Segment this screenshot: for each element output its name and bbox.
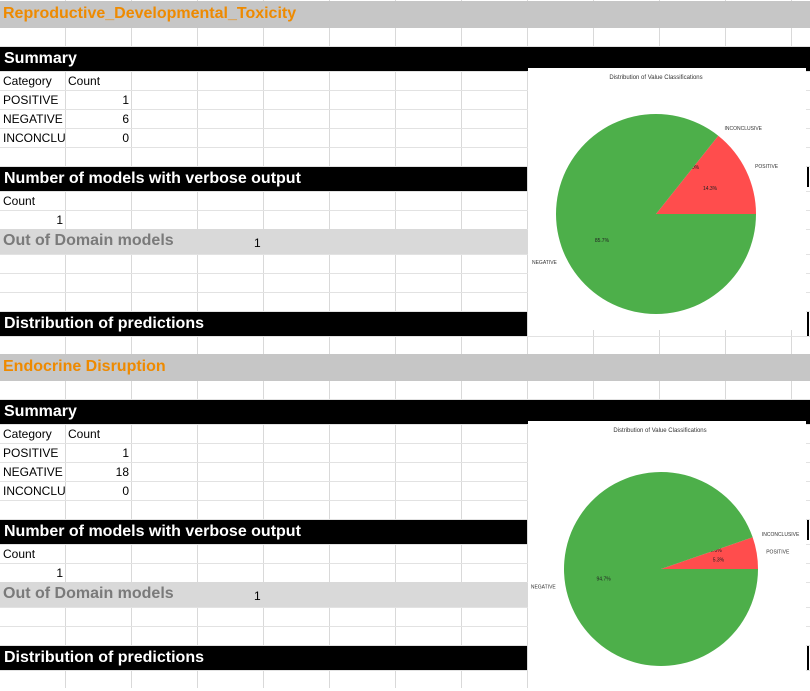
chart-edge-marker (807, 167, 809, 187)
table-row-count: 0 (122, 131, 129, 145)
table-header-count: Count (68, 427, 101, 441)
chart-edge-marker (807, 646, 809, 670)
ood-row (0, 229, 527, 254)
table-row-category: POSITIVE (3, 93, 59, 107)
slice-percent-inconclusive: 0.0% (688, 165, 700, 171)
chart-edge-marker (807, 520, 809, 540)
slice-label-negative: NEGATIVE (531, 585, 557, 591)
table-row-count: 1 (122, 93, 129, 107)
ood-value: 1 (254, 589, 261, 603)
header-bar-extension (527, 400, 810, 424)
distribution-heading: Distribution of predictions (0, 312, 527, 336)
slice-percent-positive: 5.3% (713, 557, 725, 563)
verbose-count-value: 1 (56, 566, 63, 580)
verbose-heading: Number of models with verbose output (0, 520, 527, 544)
distribution-heading: Distribution of predictions (0, 646, 527, 670)
slice-label-inconclusive: INCONCLUSIVE (762, 532, 800, 538)
pie-chart: Distribution of Value Classifications PO… (528, 68, 806, 330)
table-row-count: 18 (115, 465, 129, 479)
slice-label-negative: NEGATIVE (532, 260, 558, 266)
table-row-count: 0 (122, 484, 129, 498)
table-row-count: 1 (122, 446, 129, 460)
table-header-category: Category (3, 427, 52, 441)
table-row-category: POSITIVE (3, 446, 59, 460)
ood-label: Out of Domain models (3, 585, 174, 602)
pie-slice-negative (556, 114, 756, 314)
slice-percent-negative: 94.7% (597, 577, 612, 583)
ood-value: 1 (254, 236, 261, 250)
slice-label-inconclusive: INCONCLUSIVE (725, 126, 763, 132)
pie-chart: Distribution of Value Classifications PO… (528, 421, 806, 688)
section-title-row: Endocrine Disruption (0, 354, 810, 381)
table-row-category: INCONCLUSIVE (3, 484, 65, 498)
ood-row (0, 582, 527, 607)
pie-slice-positive (661, 537, 758, 569)
slice-percent-positive: 14.3% (703, 186, 718, 192)
pie-slice-negative (564, 472, 758, 667)
slice-label-positive: POSITIVE (766, 549, 790, 555)
table-row-category: NEGATIVE (3, 112, 63, 126)
table-row-category: INCONCLUSIVE (3, 131, 65, 145)
section-title: Reproductive_Developmental_Toxicity (3, 5, 297, 22)
ood-label: Out of Domain models (3, 232, 174, 249)
pie-slice-positive (656, 135, 756, 214)
table-header-category: Category (3, 74, 52, 88)
summary-heading: Summary (0, 47, 527, 71)
pie-chart-svg: Distribution of Value Classifications PO… (531, 428, 800, 667)
slice-label-positive: POSITIVE (755, 164, 779, 170)
slice-percent-negative: 85.7% (595, 238, 610, 244)
slice-percent-inconclusive: 0.0% (710, 548, 722, 554)
chart-title: Distribution of Value Classifications (613, 428, 706, 434)
verbose-count-label: Count (3, 194, 36, 208)
table-row-category: NEGATIVE (3, 465, 63, 479)
verbose-count-label: Count (3, 547, 36, 561)
summary-heading: Summary (0, 400, 527, 424)
section-title-row: Reproductive_Developmental_Toxicity (0, 1, 810, 28)
verbose-count-value: 1 (56, 213, 63, 227)
chart-title: Distribution of Value Classifications (609, 75, 702, 81)
verbose-heading: Number of models with verbose output (0, 167, 527, 191)
header-bar-extension (527, 47, 810, 71)
table-row-count: 6 (122, 112, 129, 126)
table-header-count: Count (68, 74, 101, 88)
chart-edge-marker (807, 312, 809, 336)
section-title: Endocrine Disruption (3, 358, 166, 375)
pie-chart-svg: Distribution of Value Classifications PO… (532, 75, 779, 314)
